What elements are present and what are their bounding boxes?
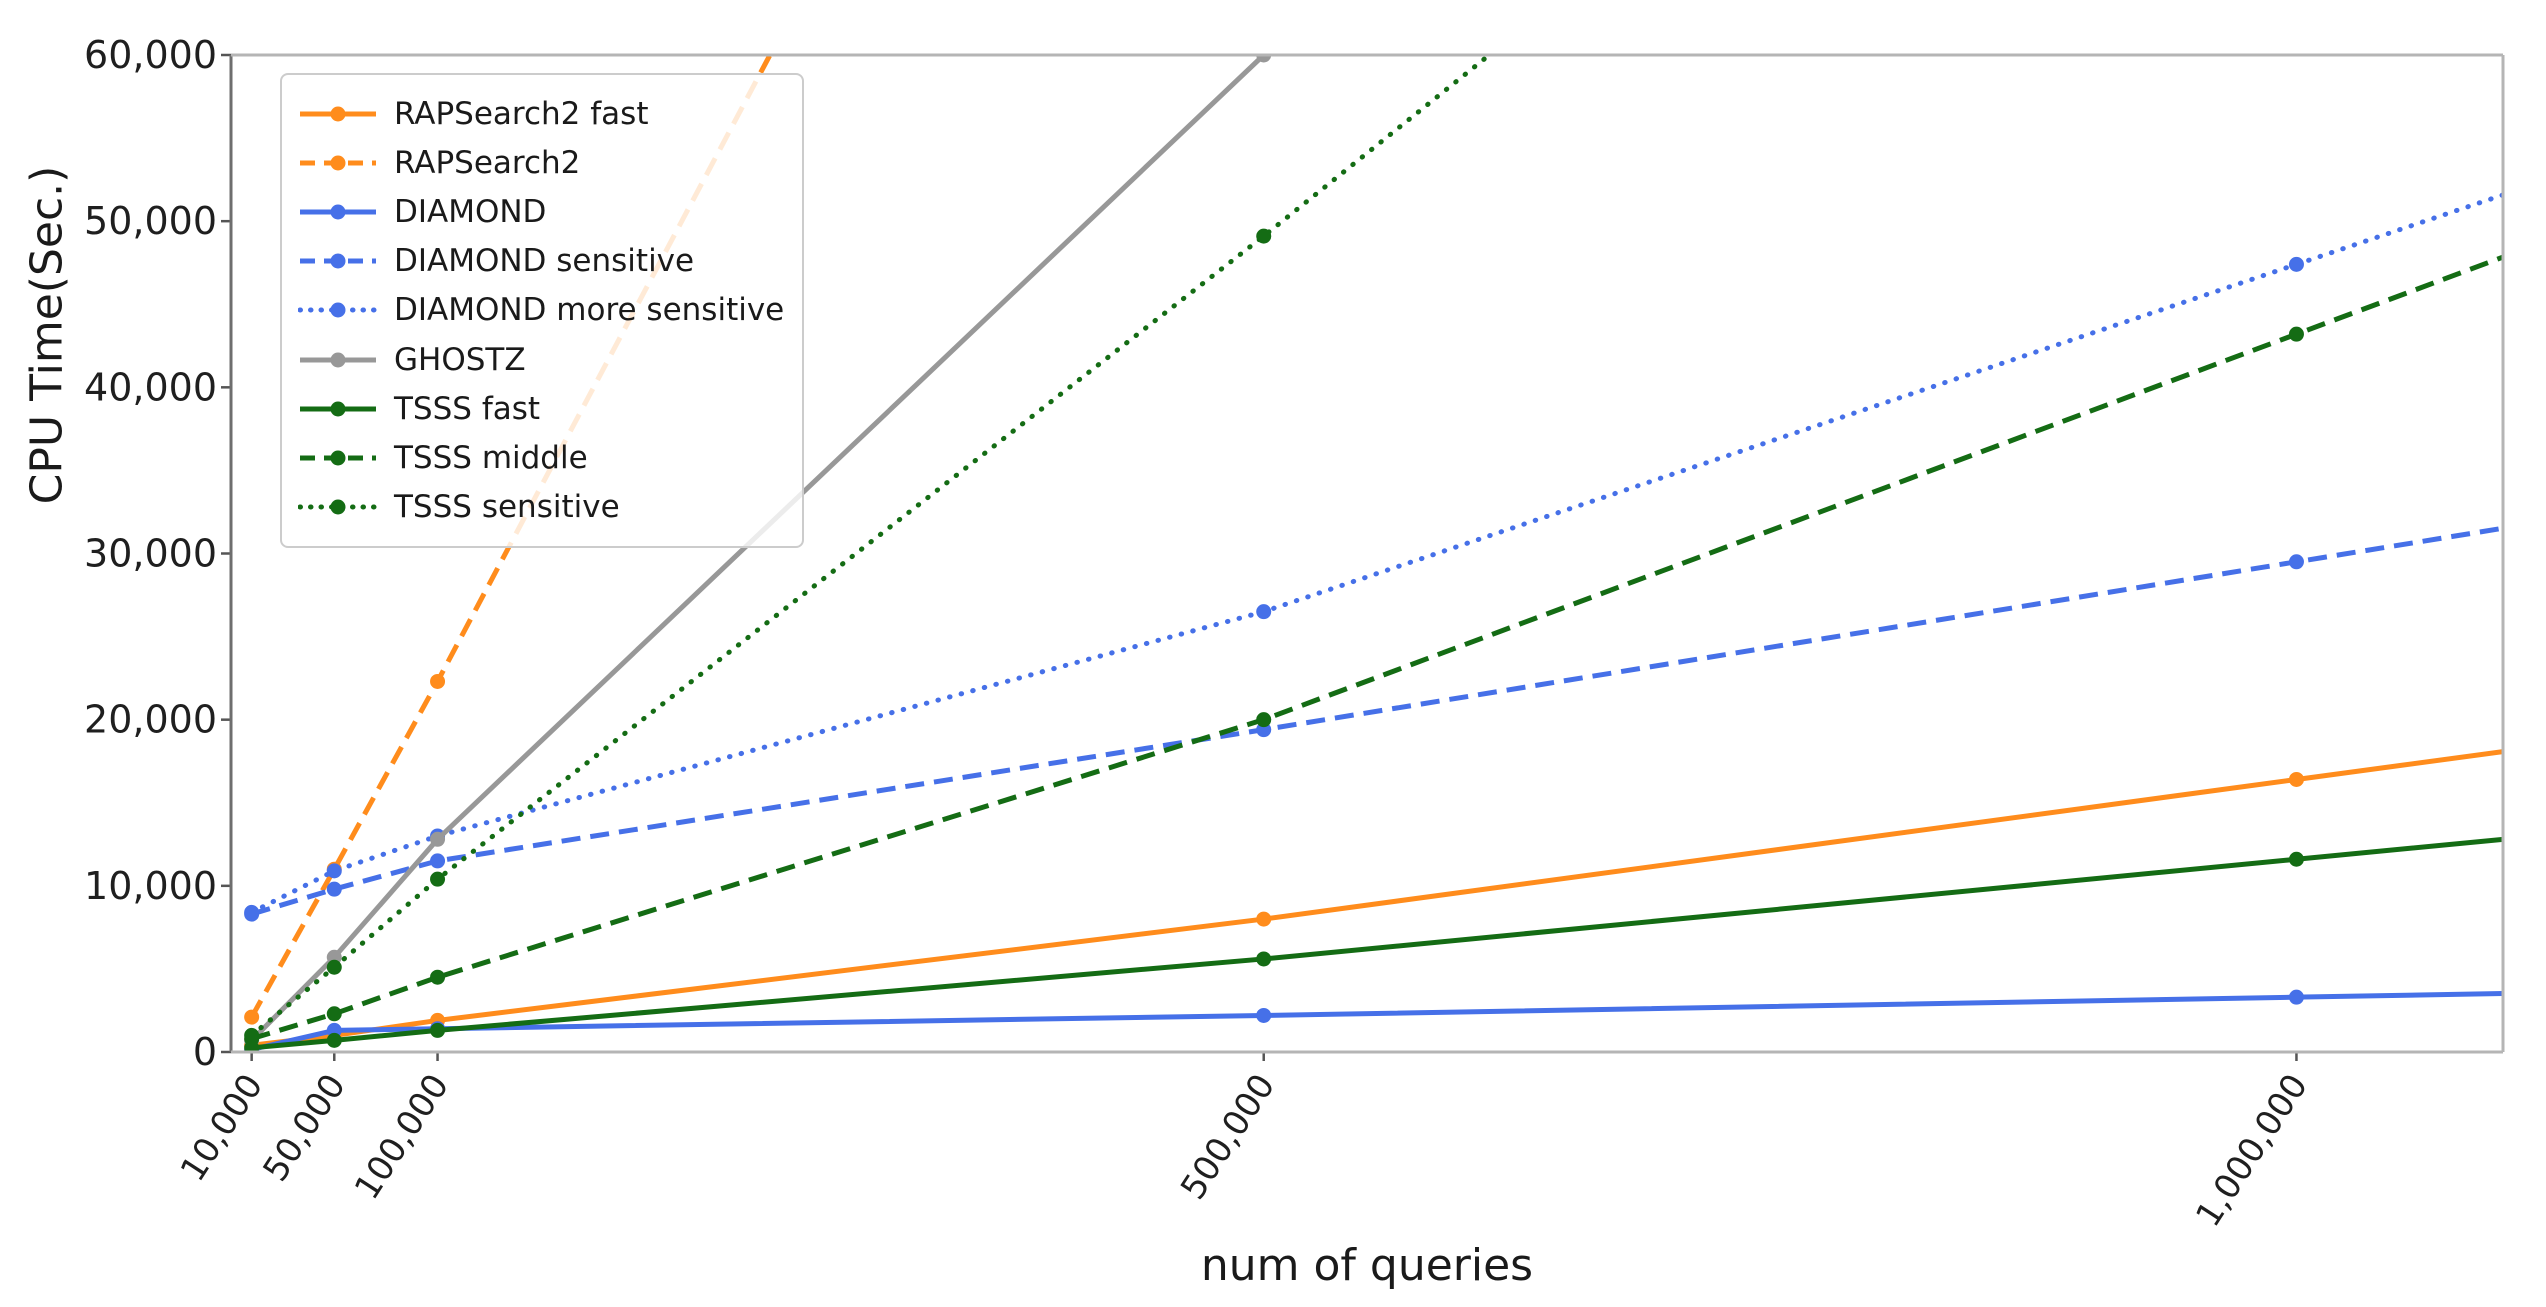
legend-swatch-solid-icon bbox=[300, 204, 376, 220]
legend-item-label: RAPSearch2 bbox=[394, 144, 581, 181]
legend-box: RAPSearch2 fast RAPSearch2 DIAMOND DIAMOND … bbox=[280, 73, 805, 548]
legend-item-label: RAPSearch2 fast bbox=[394, 95, 649, 132]
series-line-rapsearch2-fast bbox=[251, 749, 2503, 1048]
series-line-tsss-middle bbox=[250, 254, 2503, 1042]
legend-item: RAPSearch2 bbox=[298, 138, 784, 187]
y-tick-label: 0 bbox=[193, 1030, 217, 1074]
x-tick-label: 10,000 bbox=[173, 1067, 271, 1189]
legend-swatch-solid-icon bbox=[300, 401, 376, 417]
data-point-marker bbox=[2288, 771, 2304, 787]
y-tick-label: 30,000 bbox=[84, 532, 217, 576]
x-tick-label: 500,000 bbox=[1173, 1067, 1283, 1207]
data-point-marker bbox=[2288, 554, 2304, 570]
legend-swatch-solid-icon bbox=[300, 352, 376, 368]
data-point-marker bbox=[1256, 604, 1272, 620]
legend-item-label: TSSS fast bbox=[394, 390, 541, 427]
legend-item: GHOSTZ bbox=[298, 335, 784, 384]
data-point-marker bbox=[244, 1009, 260, 1025]
x-tick-label: 100,000 bbox=[347, 1067, 457, 1207]
data-point-marker bbox=[1256, 712, 1272, 728]
data-point-marker bbox=[430, 853, 446, 869]
data-point-marker bbox=[2288, 851, 2304, 867]
y-axis-label: CPU Time(Sec.) bbox=[21, 165, 73, 505]
y-tick-label: 60,000 bbox=[84, 33, 217, 77]
y-tick-label: 20,000 bbox=[84, 698, 217, 742]
legend-item: DIAMOND more sensitive bbox=[298, 286, 784, 335]
data-point-marker bbox=[326, 1032, 342, 1048]
y-tick-label: 10,000 bbox=[84, 864, 217, 908]
data-point-marker bbox=[1256, 55, 1272, 63]
series-line-diamond-sensitive bbox=[250, 525, 2503, 917]
data-point-marker bbox=[1256, 951, 1272, 967]
series-markers-tsss-middle bbox=[244, 326, 2304, 1047]
series-line-tsss-fast bbox=[251, 836, 2503, 1051]
data-point-marker bbox=[244, 904, 260, 920]
data-point-marker bbox=[1256, 911, 1272, 927]
series-markers-rapsearch2-fast bbox=[244, 771, 2304, 1052]
y-tick-label: 50,000 bbox=[84, 199, 217, 243]
data-point-marker bbox=[326, 881, 342, 897]
series-line-diamond-more-sensitive bbox=[249, 192, 2503, 915]
data-point-marker bbox=[326, 863, 342, 879]
legend-swatch-dotted-icon bbox=[298, 499, 378, 515]
data-point-marker bbox=[430, 673, 446, 689]
legend-item-label: TSSS middle bbox=[394, 440, 588, 477]
series-markers-diamond-more-sensitive bbox=[244, 256, 2304, 920]
legend-swatch-dashed-icon bbox=[300, 450, 376, 466]
data-point-marker bbox=[430, 969, 446, 985]
y-tick-label: 40,000 bbox=[84, 365, 217, 409]
series-markers-tsss-sensitive bbox=[244, 228, 1272, 1043]
data-point-marker bbox=[2288, 256, 2304, 272]
legend-item: TSSS sensitive bbox=[298, 483, 784, 532]
data-point-marker bbox=[430, 871, 446, 887]
x-tick-label: 1,000,000 bbox=[2188, 1067, 2316, 1234]
data-point-marker bbox=[2288, 326, 2304, 342]
legend-swatch-solid-icon bbox=[300, 106, 376, 122]
legend-item-label: GHOSTZ bbox=[394, 341, 526, 378]
series-markers-diamond bbox=[244, 989, 2304, 1052]
legend-swatch-dotted-icon bbox=[298, 302, 378, 318]
legend-swatch-dashed-icon bbox=[300, 155, 376, 171]
legend-item-label: DIAMOND bbox=[394, 194, 547, 231]
series-line-diamond bbox=[251, 991, 2503, 1052]
legend-item-label: TSSS sensitive bbox=[394, 489, 620, 526]
legend-item: TSSS fast bbox=[298, 384, 784, 433]
legend-item: DIAMOND sensitive bbox=[298, 237, 784, 286]
data-point-marker bbox=[326, 959, 342, 975]
data-point-marker bbox=[2288, 989, 2304, 1005]
legend-swatch-dashed-icon bbox=[300, 253, 376, 269]
legend-item-label: DIAMOND more sensitive bbox=[394, 292, 785, 329]
data-point-marker bbox=[326, 1006, 342, 1022]
legend-item: DIAMOND bbox=[298, 187, 784, 236]
series-line-tsss-sensitive bbox=[249, 55, 1494, 1038]
data-point-marker bbox=[430, 1022, 446, 1038]
x-tick-label: 50,000 bbox=[255, 1067, 353, 1189]
legend-item-label: DIAMOND sensitive bbox=[394, 243, 695, 280]
data-point-marker bbox=[1256, 228, 1272, 244]
legend-item: TSSS middle bbox=[298, 434, 784, 483]
x-axis-label: num of queries bbox=[1200, 1240, 1534, 1291]
data-point-marker bbox=[430, 831, 446, 847]
legend-item: RAPSearch2 fast bbox=[298, 89, 784, 138]
data-point-marker bbox=[1256, 1007, 1272, 1023]
data-point-marker bbox=[244, 1027, 260, 1043]
